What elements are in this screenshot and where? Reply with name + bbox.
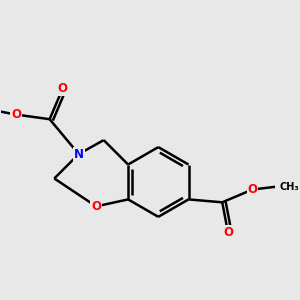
Text: N: N [74,148,84,160]
Text: CH₃: CH₃ [280,182,299,192]
Text: O: O [91,200,101,213]
Text: O: O [57,82,68,95]
Text: O: O [223,226,233,239]
Text: O: O [248,183,257,196]
Text: O: O [11,108,21,121]
